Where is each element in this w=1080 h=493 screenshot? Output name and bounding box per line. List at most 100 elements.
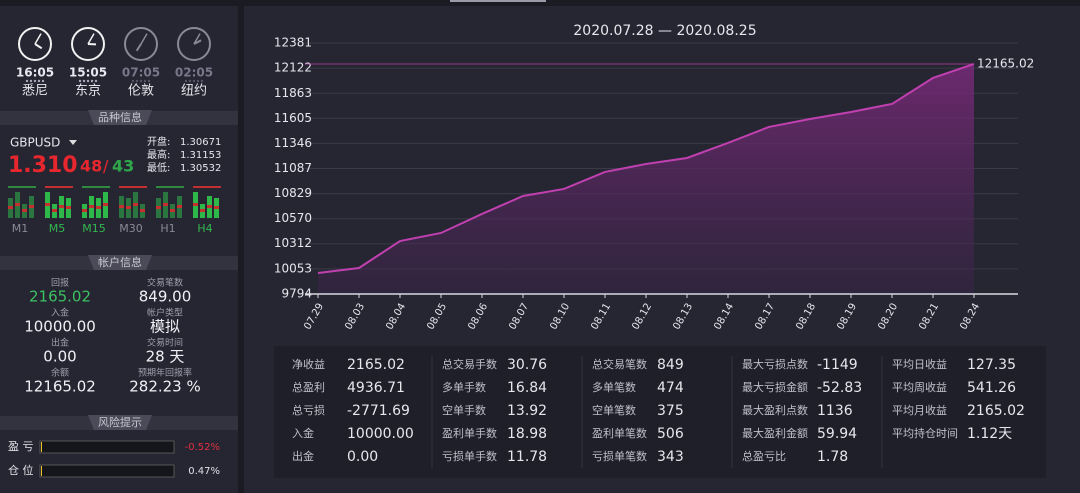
timeframe: H4 — [197, 222, 212, 235]
stat-value: 18.98 — [507, 426, 547, 442]
y-tick-label: 11863 — [274, 86, 312, 100]
stat-value: 127.35 — [967, 357, 1016, 373]
clock-face — [124, 27, 158, 61]
signal-bar-red — [66, 206, 71, 209]
minute-hand — [34, 33, 42, 45]
clock-dot — [37, 79, 41, 83]
y-tick-label: 11087 — [274, 161, 312, 175]
y-tick-label: 10312 — [274, 236, 312, 250]
account-value: 2165.02 — [29, 288, 91, 306]
signal-top — [8, 186, 36, 188]
risk-fill — [41, 442, 42, 452]
stat-value: 2165.02 — [347, 357, 405, 373]
minute-hand — [193, 33, 201, 45]
clock-dot — [147, 79, 151, 83]
signal-bar-red — [22, 209, 27, 212]
signal-bar-red — [207, 205, 212, 208]
stat-label: 入金 — [292, 426, 314, 440]
stat-label: 总亏损 — [292, 403, 325, 417]
stat-label: 盈利单手数 — [442, 426, 497, 440]
signal-bar-red — [15, 203, 20, 206]
stat-value: 849 — [657, 357, 684, 373]
signal-top — [156, 186, 184, 188]
stat-value: 16.84 — [507, 380, 547, 396]
clock-dot — [25, 79, 29, 83]
signal-top — [193, 186, 221, 188]
timeframe: H1 — [160, 222, 175, 235]
timeframe: M30 — [119, 222, 143, 235]
timeframe: M15 — [82, 222, 106, 235]
ask: 43 — [112, 157, 134, 176]
signal-bar-red — [59, 205, 64, 208]
y-tick-label: 9794 — [281, 287, 312, 301]
stat-label: 平均持仓时间 — [892, 426, 958, 440]
y-tick-label: 11605 — [274, 111, 312, 125]
sep: / — [103, 157, 109, 176]
stat-value: 10000.00 — [347, 426, 414, 442]
account-label: 入金 — [51, 307, 69, 319]
signal-bar-red — [29, 205, 34, 208]
signal-bar-red — [133, 203, 138, 206]
stat-label: 开盘: — [147, 135, 170, 148]
stat-value: 1.30671 — [180, 137, 221, 148]
stat-value: 30.76 — [507, 357, 547, 373]
y-tick-label: 10570 — [274, 211, 312, 225]
signal-bar-red — [96, 206, 101, 209]
stat-value: -1149 — [817, 357, 858, 373]
clock-time: 16:05 — [16, 66, 54, 80]
y-tick-label: 10053 — [274, 261, 312, 275]
y-tick-label: 11346 — [274, 136, 312, 150]
stat-value: 13.92 — [507, 403, 547, 419]
stat-label: 平均日收益 — [892, 357, 947, 371]
stat-label: 平均月收益 — [892, 403, 947, 417]
signal-bar-red — [45, 203, 50, 206]
signal-top — [82, 186, 110, 188]
section-title: 品种信息 — [98, 110, 142, 124]
risk-label: 仓 位 — [8, 463, 34, 477]
clock-time: 07:05 — [122, 66, 160, 80]
risk-label: 盈 亏 — [8, 440, 34, 453]
signal-bar-red — [193, 203, 198, 206]
signal-bar-red — [170, 209, 175, 212]
clock-dot — [82, 79, 86, 83]
stat-label: 总盈亏比 — [742, 449, 786, 463]
signal-top — [45, 186, 73, 188]
chart-title: 2020.07.28 — 2020.08.25 — [573, 23, 756, 39]
clock-dot — [131, 79, 135, 83]
y-tick-label: 10829 — [274, 186, 312, 200]
account-label: 帐户类型 — [147, 307, 183, 319]
stat-value: 59.94 — [817, 426, 857, 442]
dropdown-arrow — [69, 140, 77, 145]
clock-city: 东京 — [75, 84, 101, 99]
clock-dot — [94, 79, 98, 83]
hour-hand — [34, 43, 43, 50]
timeframe: M1 — [12, 222, 29, 235]
stat-value: 506 — [657, 426, 684, 442]
tab-indicator — [450, 0, 546, 2]
clock-city: 纽约 — [181, 84, 207, 99]
clock-dot — [184, 79, 188, 83]
signal-bar-red — [8, 206, 13, 209]
clock-dot — [78, 79, 82, 83]
signal-bar-red — [103, 203, 108, 206]
stat-value: 375 — [657, 403, 684, 419]
clock-face — [177, 27, 211, 61]
signal-bar-red — [156, 206, 161, 209]
timeframe: M5 — [49, 222, 66, 235]
bid: 48 — [80, 157, 102, 176]
stat-value: 1.31153 — [180, 150, 221, 161]
clock-dot — [29, 79, 33, 83]
section-title: 风险提示 — [98, 415, 142, 429]
stat-value: 4936.71 — [347, 380, 405, 396]
risk-fill — [41, 466, 42, 476]
account-value: 282.23 % — [129, 378, 201, 396]
stat-label: 净收益 — [292, 357, 325, 371]
stat-label: 总盈利 — [292, 380, 325, 394]
stat-label: 最低: — [147, 161, 170, 174]
signal-bar-red — [140, 209, 145, 212]
price: 1.310 — [8, 153, 78, 178]
clock-dot — [90, 79, 94, 83]
left-panel — [0, 6, 238, 493]
symbol: GBPUSD — [10, 136, 60, 150]
